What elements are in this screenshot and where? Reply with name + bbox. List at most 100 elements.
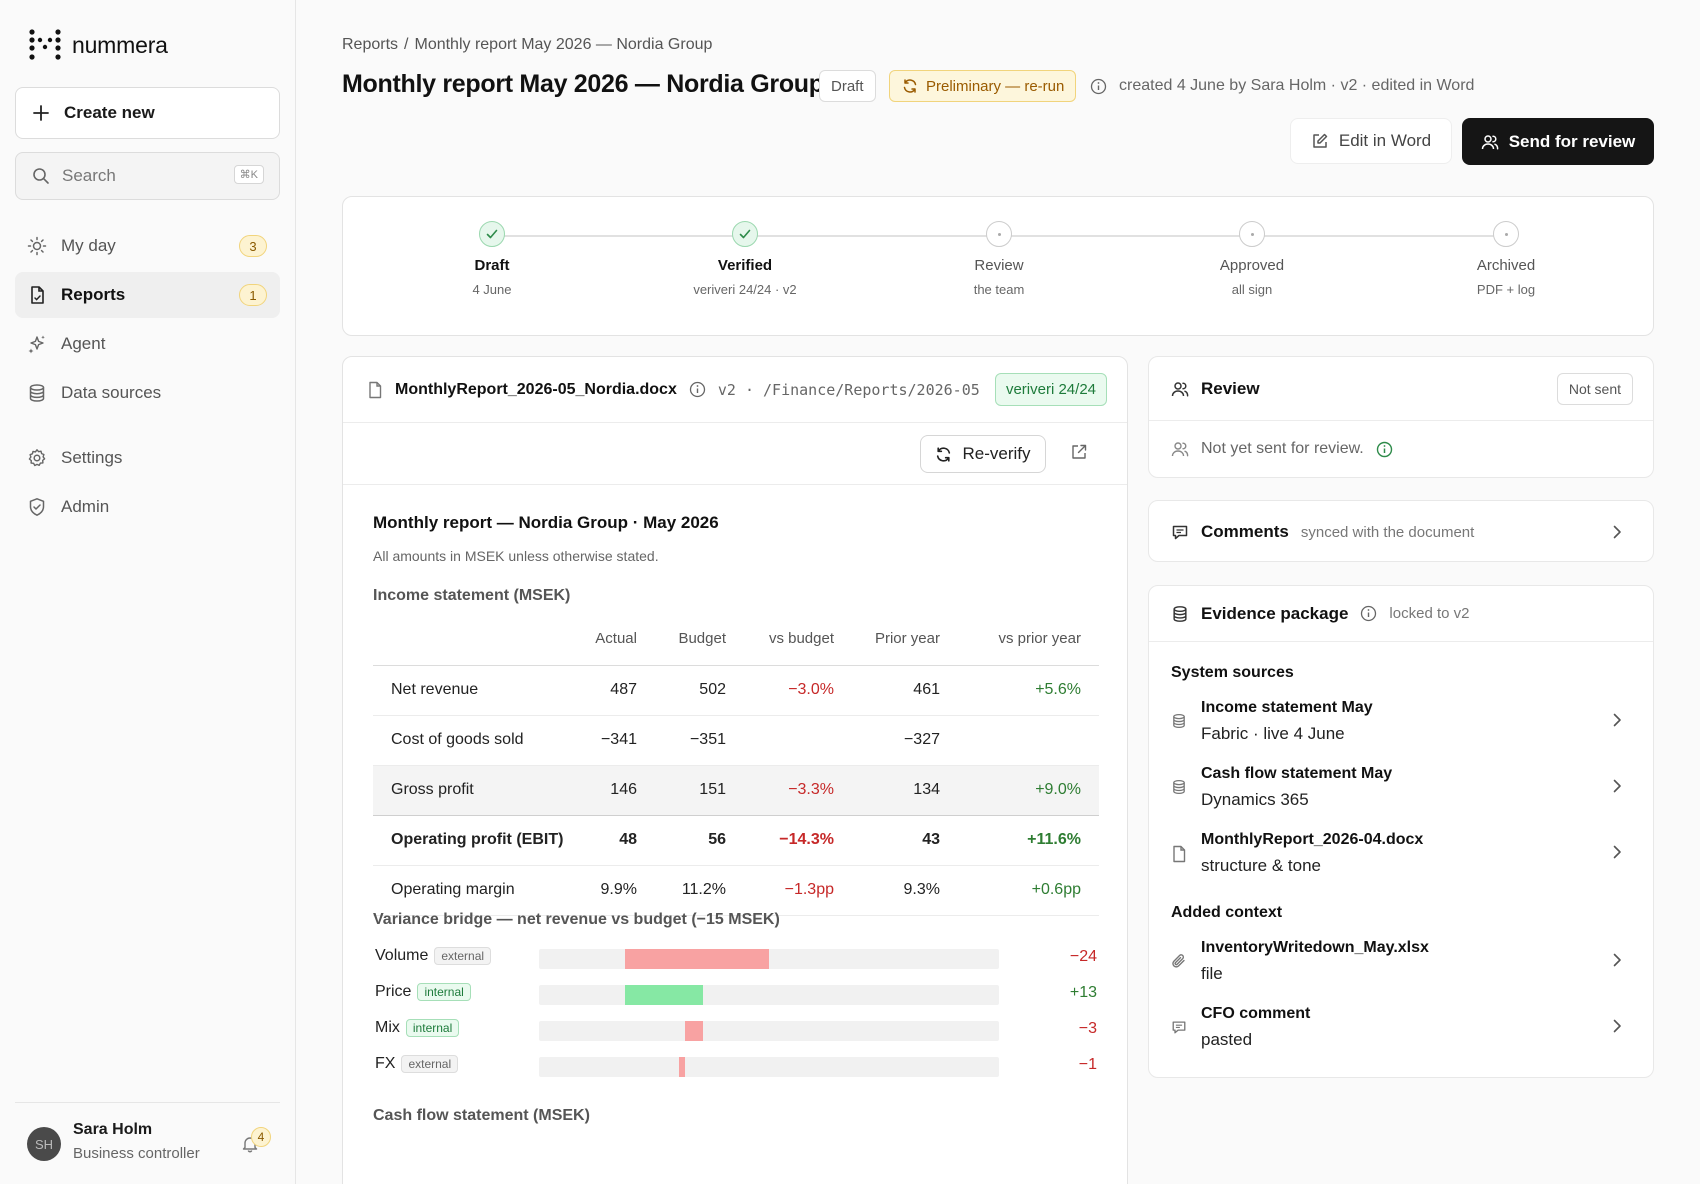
evidence-item[interactable]: Income statement May Fabric · live 4 Jun… bbox=[1149, 693, 1653, 751]
column-header: vs prior year bbox=[958, 613, 1099, 666]
document-header: MonthlyReport_2026-05_Nordia.docx v2 · /… bbox=[343, 357, 1127, 423]
breadcrumb-separator: / bbox=[404, 36, 409, 53]
bridge-row-mix: Mix internal −3 bbox=[373, 1017, 1099, 1043]
sidebar-item-label: Data sources bbox=[61, 383, 162, 402]
sidebar-item-settings[interactable]: Settings bbox=[15, 435, 280, 481]
sidebar-item-my-day[interactable]: My day 3 bbox=[15, 223, 280, 269]
database-icon bbox=[1173, 779, 1185, 795]
evidence-item[interactable]: CFO comment pasted bbox=[1149, 999, 1653, 1057]
document-filename[interactable]: MonthlyReport_2026-05_Nordia.docx bbox=[395, 380, 677, 398]
report-meta: created 4 June by Sara Holm · v2 · edite… bbox=[1090, 77, 1474, 95]
evidence-item-subtitle: Dynamics 365 bbox=[1201, 790, 1309, 809]
cell: 502 bbox=[655, 665, 744, 716]
logo[interactable]: nummera bbox=[28, 28, 168, 62]
bridge-track bbox=[539, 949, 999, 969]
evidence-item[interactable]: MonthlyReport_2026-04.docx structure & t… bbox=[1149, 825, 1653, 883]
sidebar-item-reports[interactable]: Reports 1 bbox=[15, 272, 280, 318]
pending-step-icon bbox=[1493, 221, 1519, 247]
step-draft: Draft 4 June bbox=[392, 221, 592, 297]
search-input[interactable]: Search ⌘K bbox=[15, 152, 280, 200]
plus-icon bbox=[33, 105, 49, 121]
refresh-icon bbox=[937, 446, 951, 462]
check-icon bbox=[732, 221, 758, 247]
document-note: All amounts in MSEK unless otherwise sta… bbox=[373, 548, 659, 564]
comment-icon bbox=[1172, 1021, 1186, 1034]
cell: +0.6pp bbox=[958, 865, 1099, 916]
table-row: Operating profit (EBIT) 48 56 −14.3% 43 … bbox=[373, 815, 1099, 866]
document-icon bbox=[369, 381, 382, 398]
evidence-item-subtitle: pasted bbox=[1201, 1030, 1253, 1049]
variance-bridge-title: Variance bridge — net revenue vs budget … bbox=[373, 911, 780, 928]
cell: 9.9% bbox=[587, 865, 655, 916]
sidebar-item-agent[interactable]: Agent bbox=[15, 321, 280, 367]
user-profile[interactable]: SH Sara Holm Business controller 4 bbox=[15, 1102, 280, 1184]
bridge-row-price: Price internal +13 bbox=[373, 981, 1099, 1007]
preliminary-label: Preliminary — re-run bbox=[926, 77, 1065, 95]
step-verified: Verified veriveri 24/24 · v2 bbox=[645, 221, 845, 297]
preliminary-rerun-badge[interactable]: Preliminary — re-run bbox=[889, 70, 1077, 102]
comments-title: Comments bbox=[1201, 522, 1289, 541]
bridge-name: Price internal bbox=[375, 983, 471, 1001]
bridge-track bbox=[539, 1057, 999, 1077]
chevron-right-icon bbox=[1613, 779, 1621, 793]
step-label: Archived bbox=[1476, 257, 1536, 274]
users-icon bbox=[1481, 134, 1499, 149]
re-verify-label: Re-verify bbox=[962, 444, 1031, 463]
info-icon[interactable] bbox=[1376, 441, 1393, 458]
cell: −327 bbox=[852, 715, 958, 766]
re-verify-button[interactable]: Re-verify bbox=[920, 435, 1046, 473]
chevron-right-icon bbox=[1613, 713, 1621, 727]
count-badge: 1 bbox=[239, 284, 267, 306]
document-icon bbox=[1173, 845, 1186, 863]
cell: +9.0% bbox=[958, 765, 1099, 816]
evidence-title: Evidence package bbox=[1201, 603, 1349, 623]
bridge-row-fx: FX external −1 bbox=[373, 1053, 1099, 1079]
edit-in-word-label: Edit in Word bbox=[1338, 131, 1432, 150]
pending-step-icon bbox=[986, 221, 1012, 247]
bridge-label: FX bbox=[375, 1055, 396, 1072]
bridge-value: −1 bbox=[1078, 1056, 1097, 1073]
table-row: Operating margin 9.9% 11.2% −1.3pp 9.3% … bbox=[373, 865, 1099, 916]
open-external-icon[interactable] bbox=[1070, 443, 1088, 461]
info-icon[interactable] bbox=[1360, 605, 1377, 622]
cell bbox=[744, 715, 852, 766]
shield-icon bbox=[29, 498, 45, 516]
breadcrumb-reports-link[interactable]: Reports bbox=[342, 36, 399, 53]
review-header: Review Not sent bbox=[1149, 357, 1653, 421]
cell: 134 bbox=[852, 765, 958, 816]
info-icon[interactable] bbox=[689, 381, 706, 398]
sidebar-item-label: Admin bbox=[61, 497, 110, 516]
sidebar-item-admin[interactable]: Admin bbox=[15, 484, 280, 530]
source-tag: external bbox=[434, 947, 492, 965]
bridge-label: Mix bbox=[375, 1019, 400, 1036]
sidebar-item-label: Reports bbox=[61, 285, 126, 304]
evidence-item-title: CFO comment bbox=[1201, 1005, 1311, 1022]
users-icon bbox=[1171, 381, 1189, 396]
bridge-name: Volume external bbox=[375, 947, 492, 965]
workflow-stepper: Draft 4 June Verified veriveri 24/24 · v… bbox=[342, 196, 1654, 336]
step-sub: the team bbox=[973, 282, 1025, 297]
cell: 461 bbox=[852, 665, 958, 716]
info-icon[interactable] bbox=[1090, 78, 1107, 95]
column-header bbox=[373, 613, 587, 666]
cell: 43 bbox=[852, 815, 958, 866]
comments-panel[interactable]: Comments synced with the document bbox=[1148, 500, 1654, 562]
cell: −1.3pp bbox=[744, 865, 852, 916]
chevron-right-icon bbox=[1613, 525, 1621, 539]
sidebar-item-data-sources[interactable]: Data sources bbox=[15, 370, 280, 416]
cell: −14.3% bbox=[744, 815, 852, 866]
status-badge: Draft bbox=[819, 70, 876, 102]
source-tag: external bbox=[401, 1055, 459, 1073]
table-row: Gross profit 146 151 −3.3% 134 +9.0% bbox=[373, 765, 1099, 816]
search-placeholder: Search bbox=[62, 166, 116, 185]
evidence-item[interactable]: InventoryWritedown_May.xlsx file bbox=[1149, 933, 1653, 991]
step-label: Verified bbox=[717, 257, 773, 274]
comments-row[interactable]: Comments synced with the document bbox=[1149, 501, 1653, 563]
edit-in-word-button[interactable]: Edit in Word bbox=[1290, 118, 1452, 164]
send-for-review-label: Send for review bbox=[1508, 131, 1636, 151]
check-icon bbox=[479, 221, 505, 247]
review-status-badge: Not sent bbox=[1556, 373, 1633, 405]
send-for-review-button[interactable]: Send for review bbox=[1462, 118, 1654, 165]
evidence-item[interactable]: Cash flow statement May Dynamics 365 bbox=[1149, 759, 1653, 817]
create-new-button[interactable]: Create new bbox=[15, 87, 280, 139]
